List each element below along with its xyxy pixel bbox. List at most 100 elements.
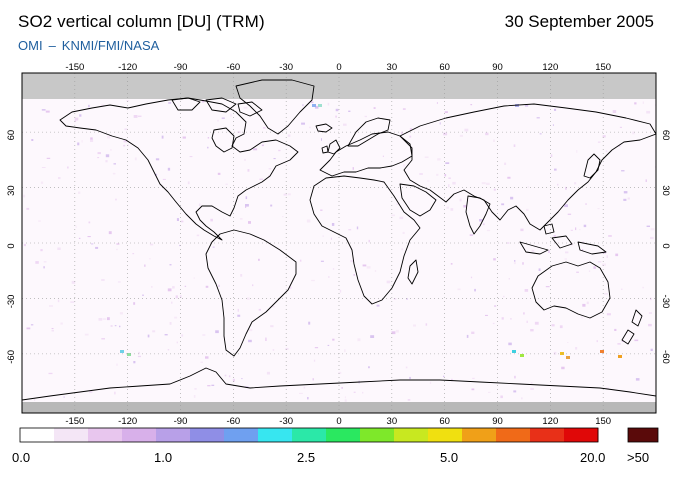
colorbar-segment [428,428,463,442]
so2-speckle [155,158,160,161]
so2-speckle [246,297,250,300]
so2-speckle [650,297,652,301]
so2-speckle [396,203,400,205]
so2-hotspot [318,104,322,107]
map-frame [21,72,657,414]
so2-speckle [244,158,246,161]
so2-speckle [248,329,253,332]
so2-speckle [63,396,65,398]
so2-speckle [524,104,529,107]
colorbar-frame [19,427,599,443]
so2-speckle [210,218,213,222]
so2-speckle [597,141,601,143]
so2-speckle [485,314,488,316]
colorbar-segment [122,428,157,442]
so2-speckle [116,243,120,245]
colorbar-segment [54,428,89,442]
so2-speckle [193,395,196,398]
so2-speckle [97,152,101,155]
so2-speckle [621,340,624,342]
so2-speckle [123,144,126,147]
colorbar-segment [20,428,55,442]
so2-speckle [112,172,116,175]
so2-speckle [201,100,205,103]
longitude-tick-label: 90 [492,416,503,427]
so2-speckle [23,194,26,198]
so2-speckle [443,132,448,136]
so2-speckle [634,339,639,342]
so2-speckle [67,166,69,169]
latitude-ticks-left: 60 30 0 -30 -60 [6,130,17,364]
so2-speckle [46,157,51,159]
so2-speckle [597,261,602,263]
so2-speckle [133,115,138,118]
so2-speckle [259,178,264,180]
longitude-tick-label: 150 [595,62,611,73]
so2-speckle [627,197,630,200]
so2-speckle [470,104,473,106]
colorbar-label-0: 0.0 [12,450,31,465]
so2-speckle [567,213,572,215]
so2-speckle [471,388,475,391]
so2-speckle [561,366,565,370]
so2-speckle [523,312,525,315]
so2-speckle [352,167,354,170]
so2-speckle [551,324,555,327]
so2-speckle [368,366,370,369]
so2-speckle [481,182,486,185]
so2-speckle [152,330,156,333]
so2-speckle [172,286,175,289]
so2-speckle [114,325,117,327]
so2-speckle [648,323,652,327]
so2-speckle [538,268,541,271]
so2-speckle [113,163,116,165]
so2-speckle [248,339,252,343]
so2-speckle [554,108,557,111]
so2-speckle [89,391,93,393]
so2-speckle [38,220,41,222]
so2-speckle [258,308,261,311]
so2-speckle [608,235,612,237]
so2-speckle [501,317,504,320]
so2-speckle [179,244,181,247]
coast-madagascar [407,259,419,285]
so2-speckle [181,334,184,337]
longitude-tick-label: -150 [65,62,84,73]
so2-speckle [614,328,617,331]
so2-speckle [35,261,39,264]
so2-speckle [205,356,209,359]
so2-speckle [500,395,503,399]
so2-speckle [348,110,351,112]
so2-speckle [211,384,215,386]
so2-speckle [579,229,581,231]
so2-speckle [521,397,523,400]
so2-speckle [205,285,209,288]
so2-speckle [174,316,178,319]
so2-speckle [70,301,75,303]
so2-speckle [51,328,54,330]
latitude-tick-label: 30 [6,185,17,196]
so2-speckle [582,241,585,244]
so2-speckle [357,338,361,342]
so2-hotspot [512,350,516,353]
so2-speckle [23,243,26,247]
so2-speckle [513,262,516,265]
so2-speckle [586,301,589,305]
so2-speckle [287,134,291,137]
colorbar-segment [360,428,395,442]
so2-speckle [71,280,76,284]
so2-speckle [621,170,625,172]
so2-speckle [443,375,445,378]
so2-speckle [368,239,370,243]
so2-speckle [102,318,107,320]
so2-speckle [207,146,209,149]
so2-speckle [642,286,644,289]
longitude-tick-label: 120 [542,62,558,73]
latitude-tick-label: 60 [6,130,17,141]
so2-speckle [520,228,524,232]
so2-speckle [81,140,83,143]
so2-hotspot [618,355,622,358]
so2-speckle [619,126,622,128]
so2-speckle [240,274,243,277]
so2-speckle [148,258,151,260]
